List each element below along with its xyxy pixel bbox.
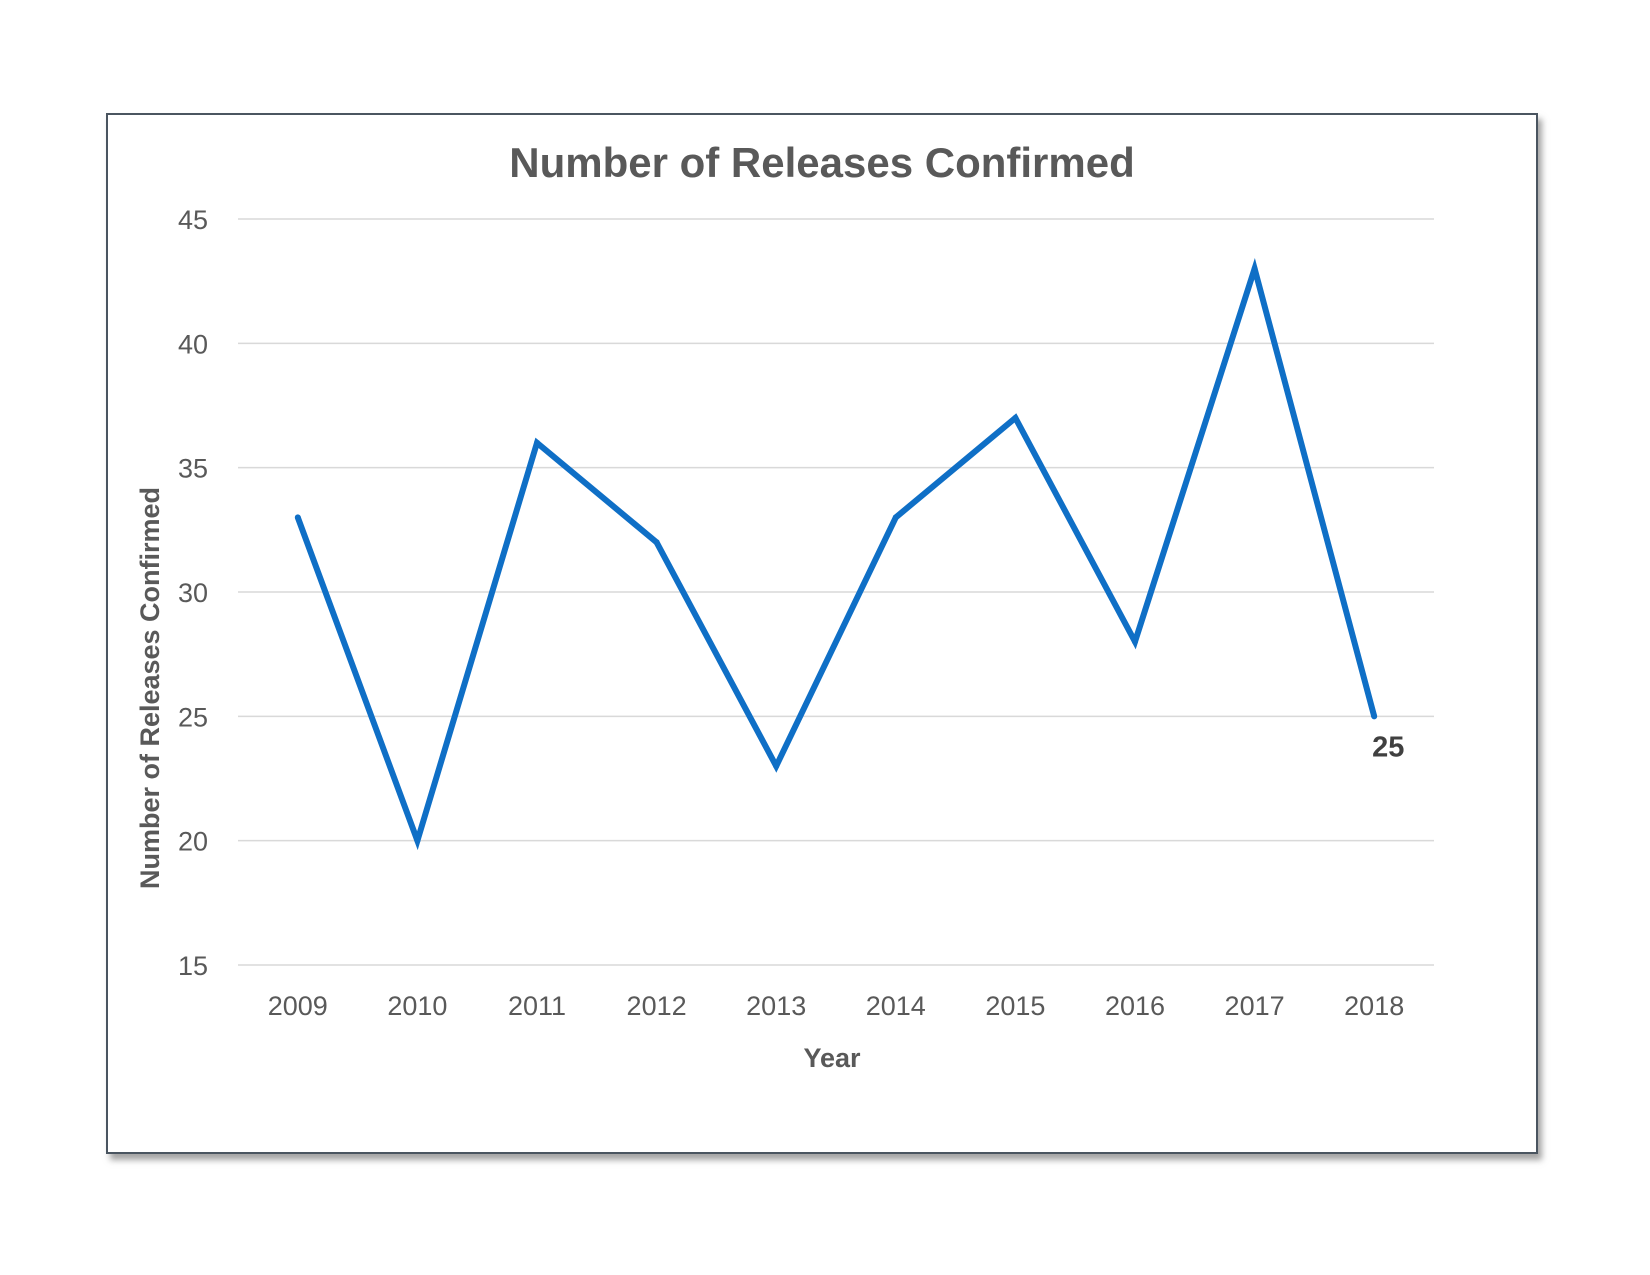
data-point [773, 763, 780, 770]
gridlines [238, 218, 1434, 966]
x-tick-label: 2017 [1225, 991, 1285, 1021]
series-line-group [294, 258, 1378, 851]
x-tick-label: 2018 [1344, 991, 1404, 1021]
data-label: 25 [1372, 731, 1404, 763]
y-tick-label: 30 [178, 578, 208, 608]
data-point [414, 837, 421, 844]
x-tick-labels: 2009 2010 2011 2012 2013 2014 2015 2016 2017 2018 [268, 991, 1404, 1021]
data-point [1371, 713, 1378, 720]
y-tick-label: 15 [178, 951, 208, 981]
data-point [892, 514, 899, 521]
x-tick-label: 2014 [866, 991, 926, 1021]
y-tick-label: 20 [178, 827, 208, 857]
line-chart: Number of Releases Confirmed 15 20 25 30 35 4… [135, 139, 1434, 1073]
y-tick-label: 45 [178, 205, 208, 235]
x-tick-label: 2011 [508, 991, 566, 1021]
data-point [1251, 265, 1258, 272]
data-point [294, 514, 301, 521]
x-tick-label: 2012 [627, 991, 687, 1021]
x-tick-label: 2010 [387, 991, 447, 1021]
chart-frame: Number of Releases Confirmed 15 20 25 30 35 4… [106, 113, 1538, 1154]
x-tick-label: 2009 [268, 991, 328, 1021]
y-tick-label: 40 [178, 329, 208, 359]
data-point [534, 439, 540, 446]
data-point [653, 539, 660, 546]
y-tick-labels: 15 20 25 30 35 40 45 [178, 205, 208, 981]
data-point [1012, 414, 1019, 421]
series-line [294, 258, 1378, 851]
data-point [1132, 638, 1138, 645]
x-tick-label: 2016 [1105, 991, 1165, 1021]
y-tick-label: 35 [178, 454, 208, 484]
data-labels: 25 [1372, 731, 1404, 763]
chart-title: Number of Releases Confirmed [509, 139, 1135, 186]
x-tick-label: 2015 [985, 991, 1045, 1021]
y-tick-label: 25 [178, 702, 208, 732]
x-tick-label: 2013 [746, 991, 806, 1021]
y-axis-title: Number of Releases Confirmed [135, 487, 165, 889]
x-axis-title: Year [803, 1043, 861, 1073]
